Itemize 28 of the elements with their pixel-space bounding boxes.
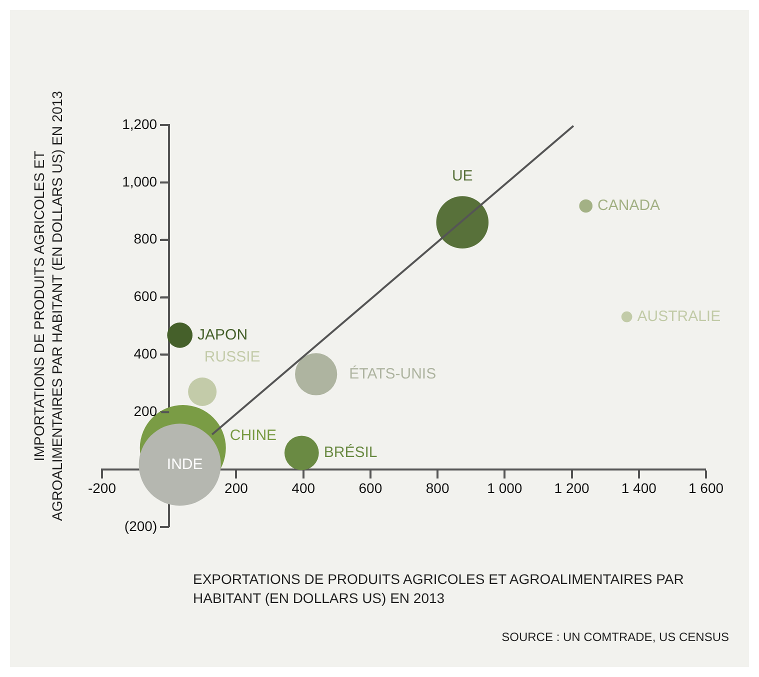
series-label: INDE — [166, 456, 203, 473]
series-label: RUSSIE — [204, 348, 260, 366]
x-tick-label: 400 — [292, 480, 316, 496]
x-tick-label: 200 — [224, 480, 248, 496]
series-label: AUSTRALIE — [637, 308, 721, 325]
x-axis-title: EXPORTATIONS DE PRODUITS AGRICOLES ET AGROALIMENTAIRES PAR HABITANT (EN DOLLARS US) EN 2013 — [193, 570, 685, 608]
y-tick-label: 800 — [134, 230, 158, 247]
x-tick-label: 1 600 — [688, 480, 724, 496]
x-tick-label: 600 — [358, 480, 382, 496]
y-tick-label: 600 — [134, 288, 158, 304]
series-label: JAPON — [198, 326, 248, 344]
y-axis-title: IMPORTATIONS DE PRODUITS AGRICOLES ET AGROALIMENTAIRES PAR HABITANT (EN DOLLARS US) EN 2013 — [30, 90, 65, 521]
y-tick-label: 400 — [134, 346, 158, 362]
y-tick-label: 1,200 — [122, 116, 158, 132]
y-tick-label: 1,000 — [122, 173, 158, 190]
x-tick-label: 1 400 — [621, 480, 657, 496]
series-label: CHINE — [230, 427, 277, 444]
x-tick-label: -200 — [88, 480, 116, 496]
series-label: CANADA — [598, 197, 660, 214]
x-tick-label: 800 — [426, 480, 450, 496]
y-tick-label: (200) — [124, 518, 158, 534]
source-note: SOURCE : UN COMTRADE, US CENSUS — [502, 630, 729, 644]
x-tick-label: 1 000 — [487, 480, 522, 496]
y-tick-label: 200 — [134, 403, 158, 419]
series-label: BRÉSIL — [324, 443, 378, 462]
series-label: ÉTATS-UNIS — [349, 364, 436, 382]
series-label: UE — [452, 167, 473, 184]
x-tick-label: 1 200 — [554, 480, 590, 496]
